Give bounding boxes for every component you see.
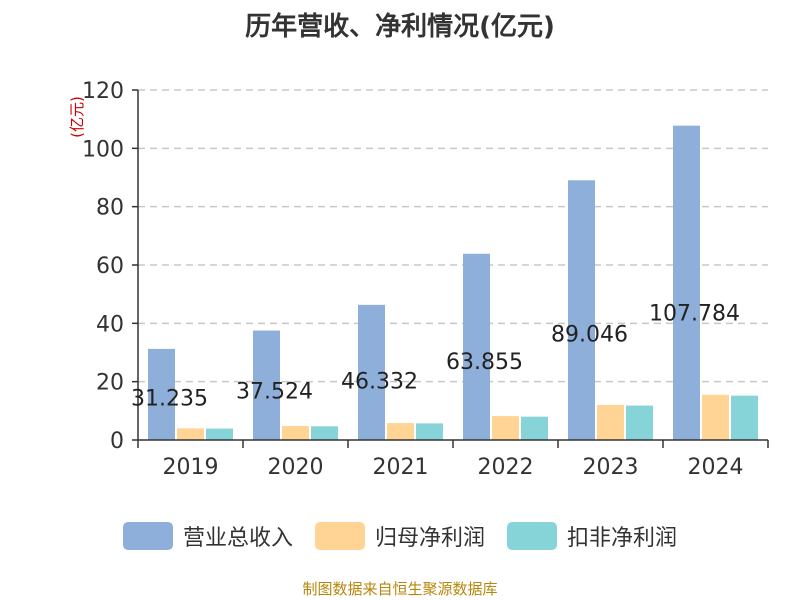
bar	[521, 416, 548, 440]
bar	[177, 428, 204, 440]
legend-swatch	[314, 522, 365, 550]
x-tick-label: 2024	[688, 455, 744, 480]
bar	[206, 428, 233, 440]
x-tick-label: 2021	[373, 455, 429, 480]
legend-item[interactable]: 归母净利润	[314, 520, 485, 552]
bar	[492, 416, 519, 440]
legend-label: 归母净利润	[374, 526, 485, 551]
legend-swatch	[122, 522, 173, 550]
bar	[387, 423, 414, 440]
legend-item[interactable]: 扣非净利润	[507, 520, 677, 552]
y-tick-label: 60	[96, 254, 124, 279]
y-tick-label: 80	[96, 196, 124, 221]
bar	[702, 394, 729, 440]
bars	[148, 125, 758, 440]
chart-title: 历年营收、净利情况(亿元)	[245, 12, 555, 42]
bar	[626, 405, 653, 440]
y-tick-label: 20	[96, 371, 124, 396]
bar	[673, 125, 700, 440]
axes: 0 20 40 60 80 100 120(亿元) 2019 2020 2021 2022 2023 2…	[68, 79, 769, 480]
x-tick-label: 2022	[478, 455, 534, 480]
legend: 营业总收入 归母净利润 扣非净利润	[0, 516, 800, 556]
bar	[731, 395, 758, 440]
bar	[463, 253, 490, 440]
bar-chart: 0 20 40 60 80 100 120(亿元) 2019 2020 2021 2022 2023 2…	[68, 79, 769, 480]
bar	[282, 426, 309, 440]
x-tick-label: 2023	[583, 455, 639, 480]
y-tick-label: 100	[82, 137, 124, 162]
data-label: 63.855	[446, 350, 523, 375]
data-label: 89.046	[551, 322, 628, 347]
bar	[568, 180, 595, 440]
bar	[148, 348, 175, 440]
data-label: 37.524	[236, 379, 313, 404]
grid-lines	[138, 89, 768, 383]
y-tick-label: 0	[110, 429, 124, 454]
bar	[597, 405, 624, 440]
y-tick-label: 120	[82, 79, 124, 104]
x-tick-label: 2020	[268, 455, 324, 480]
bar	[311, 426, 338, 440]
x-tick-label: 2019	[163, 455, 219, 480]
y-tick-label: 40	[96, 312, 124, 337]
source-note: 制图数据来自恒生聚源数据库	[302, 580, 498, 598]
data-label: 107.784	[649, 302, 740, 327]
bar	[358, 304, 385, 440]
legend-swatch	[507, 522, 557, 550]
data-labels: 31.235 37.524 46.332 63.855 89.046 107.784	[131, 302, 740, 412]
y-axis-label: (亿元)	[68, 96, 86, 138]
data-label: 31.235	[131, 386, 208, 411]
bar	[253, 330, 280, 440]
bar	[416, 423, 443, 440]
legend-label: 营业总收入	[182, 526, 293, 551]
legend-label: 扣非净利润	[567, 526, 678, 551]
legend-item[interactable]: 营业总收入	[122, 520, 293, 552]
data-label: 46.332	[341, 370, 418, 395]
